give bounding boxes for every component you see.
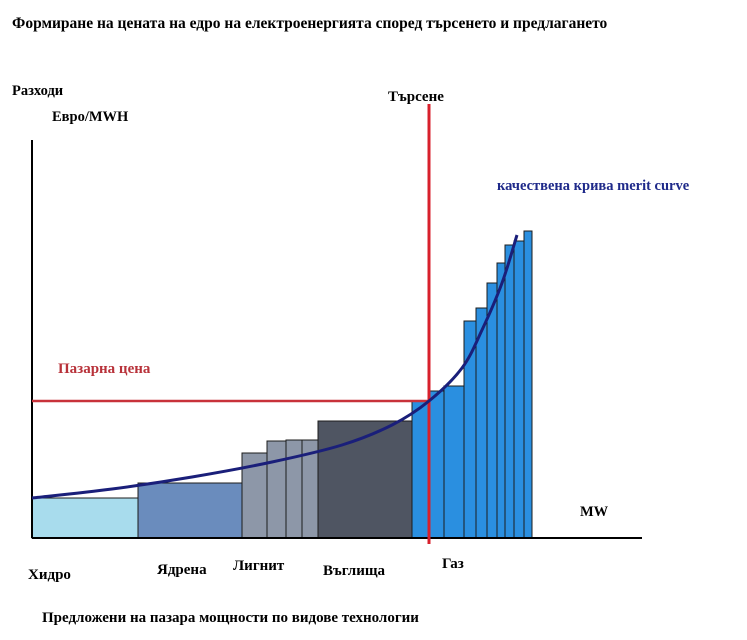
x-axis-label: MW (580, 504, 609, 520)
market-price-label: Пазарна цена (58, 361, 151, 377)
merit-curve-label: качествена крива merit curve (497, 178, 690, 194)
capacity-block-4-2 (443, 385, 465, 539)
capacity-block-4-0 (411, 400, 430, 539)
chart-lines (31, 104, 642, 544)
capacity-block-4-8 (513, 240, 525, 539)
capacity-block-4-7 (504, 244, 515, 539)
category-label-nuclear: Ядрена (157, 562, 207, 578)
capacity-block-2-1 (266, 440, 287, 539)
capacity-block-4-6 (496, 262, 506, 539)
demand-label: Търсене (388, 89, 444, 105)
chart-title: Формиране на цената на едро на електроен… (12, 15, 608, 32)
category-label-coal: Въглища (323, 563, 386, 579)
capacity-bars (31, 230, 533, 539)
capacity-block-4-5 (486, 282, 498, 539)
footer-label: Предложени на пазара мощности по видове … (42, 610, 419, 626)
capacity-block-4-1 (428, 390, 445, 539)
capacity-block-4-9 (523, 230, 533, 539)
category-label-hydro: Хидро (28, 567, 71, 583)
capacity-block-0-0 (31, 497, 139, 539)
category-label-gas: Газ (442, 556, 464, 572)
y-axis-label: Разходи (12, 83, 63, 99)
category-label-lignite: Лигнит (233, 558, 285, 574)
y-axis-unit: Евро/MWH (52, 109, 129, 125)
merit-curve (31, 234, 519, 500)
capacity-block-1-0 (137, 482, 243, 539)
